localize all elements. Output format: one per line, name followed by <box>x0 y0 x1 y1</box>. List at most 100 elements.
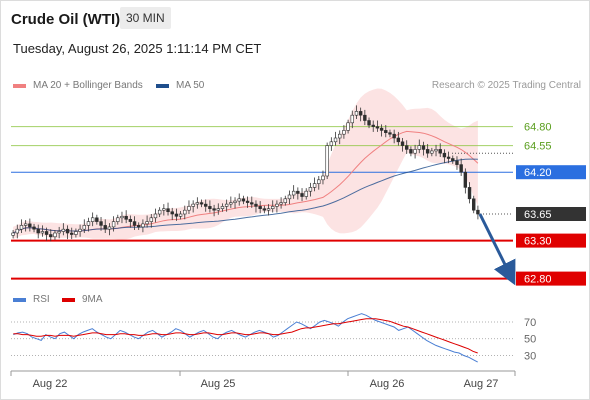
candle-body <box>233 200 237 203</box>
candle-body <box>266 208 271 211</box>
support-label-4: 63.30 <box>524 236 552 248</box>
candle-body <box>388 132 392 135</box>
candle-body <box>99 221 103 226</box>
candle-body <box>463 171 468 188</box>
candle-body <box>19 225 24 230</box>
candle-body <box>128 219 133 222</box>
candle-body <box>379 127 384 131</box>
candle-body <box>61 228 66 232</box>
candle-body <box>241 198 246 202</box>
candle-body <box>187 206 191 211</box>
candle-body <box>237 198 241 202</box>
candle-body <box>183 209 187 215</box>
candle-body <box>28 223 32 228</box>
candle-body <box>308 187 313 192</box>
candle-body <box>141 223 145 228</box>
legend-ma50: MA 50 <box>156 80 204 91</box>
candle-body <box>279 202 283 205</box>
candle-body <box>442 152 447 158</box>
candle-body <box>57 231 61 234</box>
rsi-line <box>13 313 478 363</box>
candle-body <box>74 231 78 235</box>
candle-body <box>467 187 472 200</box>
candle-body <box>153 213 158 219</box>
rsi-level-label: 50 <box>524 334 536 346</box>
candle-body <box>317 179 321 184</box>
candle-body <box>413 149 417 154</box>
support-box-4 <box>516 233 586 248</box>
candle-body <box>157 209 162 215</box>
candle-body <box>107 226 112 230</box>
candle-body <box>392 133 396 139</box>
candle-body <box>375 126 380 129</box>
candle-body <box>224 203 229 207</box>
candle-body <box>321 175 325 181</box>
legend-rsi: RSI <box>13 294 50 305</box>
candle-body <box>32 226 36 230</box>
candle-body <box>417 145 421 150</box>
candle-body <box>371 124 375 127</box>
last-price-box <box>516 207 586 221</box>
candle-body <box>95 217 99 222</box>
support-label-5: 62.80 <box>524 274 552 286</box>
candle-body <box>350 114 354 124</box>
candle-body <box>212 208 216 211</box>
candle-body <box>342 130 346 135</box>
candle-body <box>65 228 70 234</box>
candle-body <box>250 202 254 205</box>
candle-body <box>258 206 262 209</box>
candle-body <box>174 213 179 217</box>
bollinger-band <box>13 88 478 240</box>
candle-body <box>459 164 463 173</box>
candle-body <box>162 208 166 211</box>
ma50-line <box>12 158 478 234</box>
candle-body <box>70 232 74 235</box>
candle-body <box>346 122 350 131</box>
candle-body <box>78 228 82 232</box>
pivot-label-2: 64.20 <box>524 167 552 179</box>
candle-body <box>329 141 334 146</box>
candle-body <box>208 206 212 209</box>
candle-body <box>86 221 91 226</box>
candle-body <box>178 213 183 217</box>
timestamp: Tuesday, August 26, 2025 1:11:14 PM CET <box>13 41 262 56</box>
candle-body <box>472 198 476 211</box>
candle-body <box>111 221 116 228</box>
timeframe-badge[interactable]: 30 MIN <box>120 7 171 29</box>
candle-body <box>367 120 371 126</box>
candle-body <box>49 234 53 238</box>
candle-body <box>15 228 19 234</box>
legend-9ma: 9MA <box>62 294 103 305</box>
candle-body <box>254 203 258 207</box>
pivot-box-2 <box>516 165 586 180</box>
candle-body <box>149 217 153 222</box>
candle-body <box>204 203 208 207</box>
candle-body <box>291 190 296 196</box>
candle-body <box>409 149 413 154</box>
candle-body <box>430 150 434 154</box>
legend-ma20: MA 20 + Bollinger Bands <box>13 80 143 91</box>
x-tick-label: Aug 25 <box>201 378 236 390</box>
candle-body <box>90 217 95 222</box>
candle-body <box>405 145 409 150</box>
rsi-level-label: 30 <box>524 350 536 362</box>
candle-body <box>170 211 174 215</box>
candle-body <box>132 221 137 226</box>
candle-body <box>103 225 107 230</box>
candle-body <box>36 228 40 234</box>
candle-body <box>116 217 120 222</box>
candle-body <box>220 206 225 209</box>
candle-body <box>421 145 426 150</box>
ma20-swatch <box>13 83 26 88</box>
rsi-swatch <box>13 297 26 302</box>
candle-body <box>476 209 480 215</box>
candle-body <box>145 221 149 225</box>
resistance-label-0: 64.80 <box>524 122 552 134</box>
candle-body <box>384 130 388 133</box>
rsi-level-label: 70 <box>524 317 536 329</box>
research-credit: Research © 2025 Trading Central <box>431 80 581 91</box>
last-price-label: 63.65 <box>524 209 552 221</box>
candle-body <box>40 231 45 234</box>
candle-body <box>137 225 141 228</box>
